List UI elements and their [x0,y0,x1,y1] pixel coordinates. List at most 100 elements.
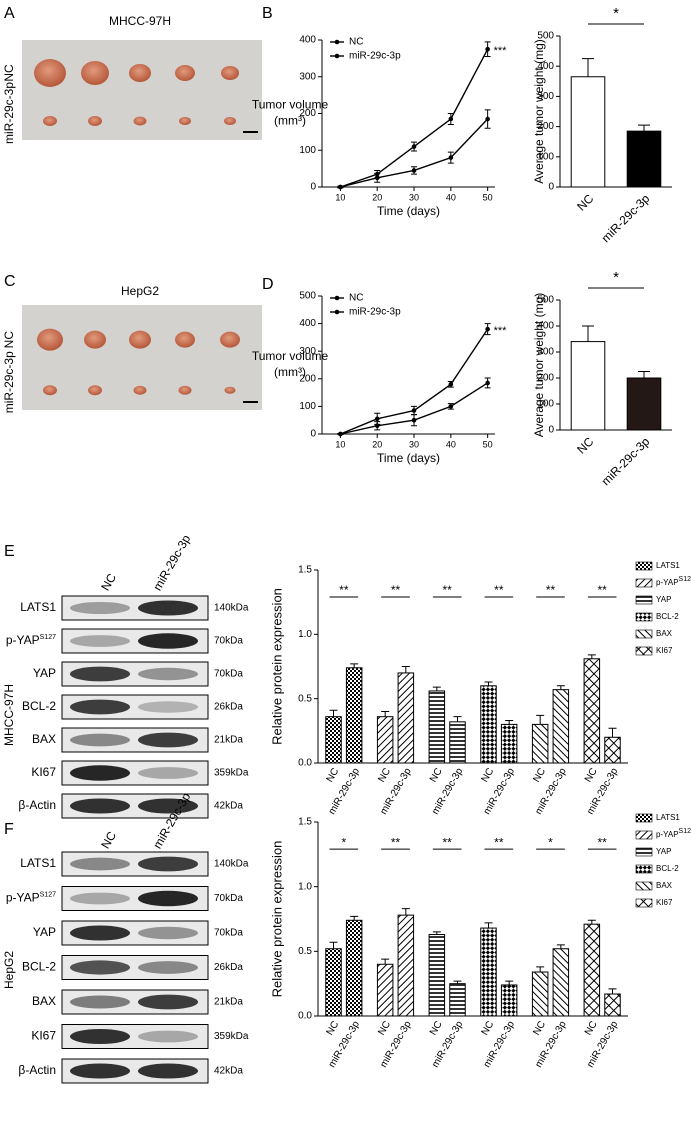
error-bar [587,919,596,925]
lane-label: NC [98,571,119,593]
legend-label-main: BAX [656,629,673,638]
blot-band [138,701,198,713]
protein-label-sup: S127 [40,891,56,898]
significance: * [613,5,619,22]
panel-label: E [4,543,15,560]
bar [626,377,662,431]
protein-size: 140kDa [214,859,249,870]
error-bar [587,654,596,659]
blot-band [138,667,198,681]
bar [626,130,662,188]
y-tick-label: 200 [537,121,554,132]
tumor [43,116,57,126]
x-tick-label: 20 [372,192,382,202]
y-tick-label: 200 [299,373,316,384]
legend-label: LATS1 [656,561,680,570]
legend-label: KI67 [656,898,673,907]
tumor [129,330,151,349]
point [374,175,380,181]
legend-swatch [635,864,653,874]
protein-label-main: KI67 [31,765,56,779]
point [485,46,490,52]
error-bar [484,922,493,929]
blot-band [138,926,198,940]
legend-label-main: KI67 [656,898,673,907]
blot-band [138,732,198,748]
series-line [340,118,489,188]
lane-label: miR-29c-3p [150,532,193,593]
protein-label-main: YAP [33,925,56,939]
protein-label-main: BCL-2 [22,960,56,974]
protein-size: 42kDa [214,801,243,812]
bar [500,984,518,1017]
y-tick-label: 0 [310,429,316,440]
y-label: Relative protein expression [269,841,284,998]
legend-swatch [635,595,653,605]
error-bar [401,908,410,916]
legend-swatch [635,898,653,908]
significance: ** [339,583,349,597]
annotation: *** [494,45,508,57]
x-tick-label: miR-29c-3p [599,434,653,488]
x-tick-label: 50 [483,439,493,449]
y-label: Tumor volume [252,98,329,112]
x-tick-label: NC [480,766,497,784]
bar [552,689,570,764]
bar [480,685,497,764]
protein-size: 21kDa [214,735,243,746]
x-tick-label: 10 [335,439,345,449]
y-label: Tumor volume [252,349,329,363]
blot-band [70,1063,130,1079]
protein-label-main: BAX [32,732,56,746]
significance: ** [442,583,452,597]
error-bar [556,685,565,690]
legend-marker [334,295,340,301]
y-label: Average tumor weight (mg) [532,39,546,184]
legend-swatch [635,830,653,840]
cell-line: HepG2 [2,951,16,989]
x-tick-label: 40 [446,192,456,202]
y-tick-label: 200 [299,108,316,119]
point [374,416,380,422]
significance: ** [597,583,607,597]
x-tick-label: 20 [372,439,382,449]
tumor [221,66,239,80]
legend-swatch [635,629,653,639]
protein-size: 70kDa [214,669,243,680]
y-tick-label: 100 [537,399,554,410]
bar [583,923,601,1017]
panel-label: F [4,821,14,838]
blot-band [138,1063,198,1079]
y-tick-label: 0.0 [298,758,312,769]
protein-size: 359kDa [214,768,249,779]
x-tick-label: NC [325,766,342,784]
y-label-unit: (mm³) [274,365,306,379]
protein-label-main: p-YAP [6,891,40,905]
protein-size: 70kDa [214,893,243,904]
blot-band [70,666,130,682]
protein-label: BAX [32,732,56,746]
y-tick-label: 400 [299,35,316,46]
tumor [179,117,191,125]
y-label: Average tumor weight (mg) [532,293,546,438]
legend-label: BCL-2 [656,864,679,873]
lane-label: NC [98,829,119,851]
protein-label: YAP [33,666,56,680]
y-tick-label: 400 [299,318,316,329]
tumor [88,385,102,396]
tumor [37,328,63,351]
x-tick-label: NC [376,1019,393,1037]
blot-band [70,960,130,975]
x-tick-label: 40 [446,439,456,449]
error-bar [536,714,545,725]
y-tick-label: 0 [310,182,316,193]
blot-band [138,767,198,779]
significance: ** [391,835,401,849]
bar [428,690,446,764]
blot-band [138,600,198,616]
error-bar [582,325,594,342]
tumor [88,116,102,126]
tumor [34,59,66,87]
protein-label-main: YAP [33,666,56,680]
legend-label: p-YAPS127 [656,576,691,587]
